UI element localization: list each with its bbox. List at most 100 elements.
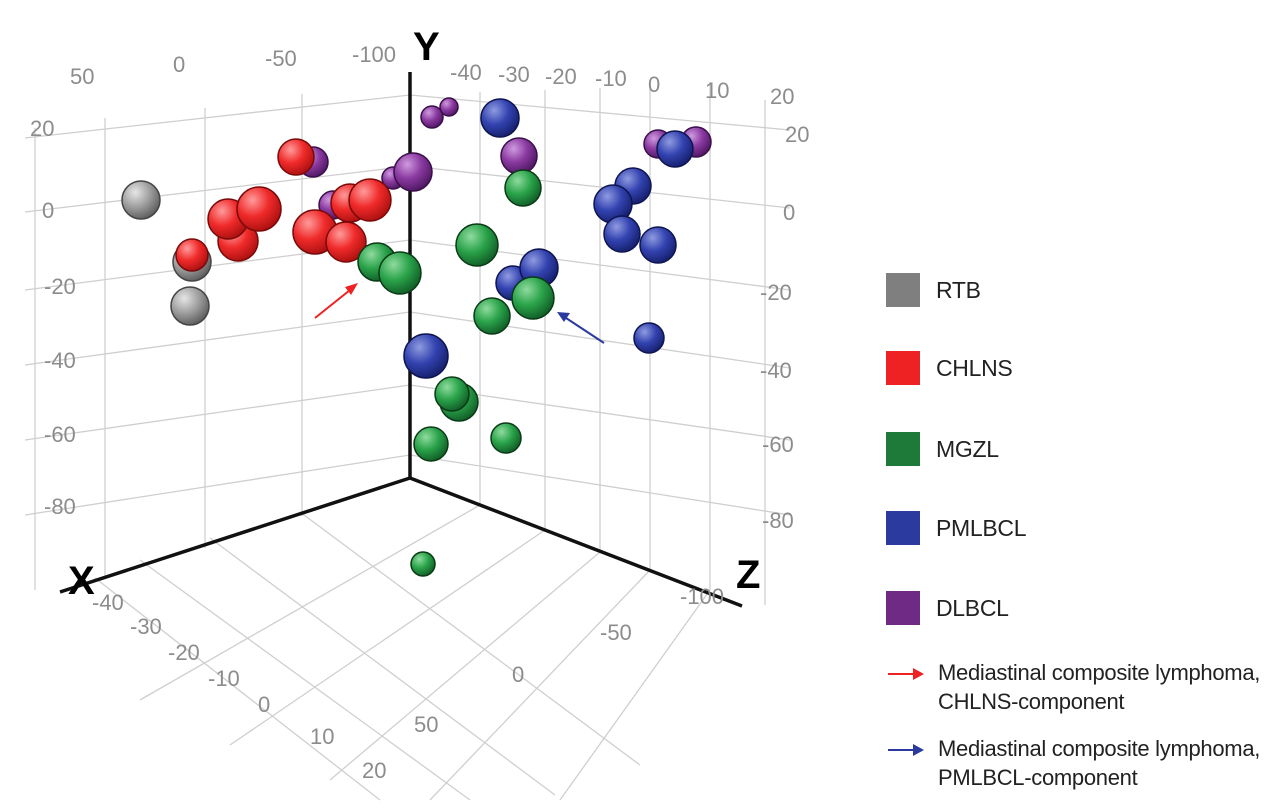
tick-label: -10 — [208, 666, 240, 691]
data-point-pmlbcl — [403, 333, 449, 379]
tick-labels-x-back: 50 0 -50 -100 — [70, 42, 396, 89]
data-point-mgzl — [490, 422, 522, 454]
data-point-chlns — [277, 138, 315, 176]
data-point-pmlbcl — [639, 226, 677, 264]
scatter-3d-plot: Y X Z 50 0 -50 -100 -40 -30 -20 -10 0 10… — [24, 25, 809, 801]
tick-labels-y-left: 20 0 -20 -40 -60 -80 — [30, 116, 76, 519]
tick-label: -40 — [92, 590, 124, 615]
tick-label: -20 — [760, 280, 792, 305]
tick-label: 0 — [258, 692, 270, 717]
data-point-mgzl — [511, 276, 555, 320]
tick-label: 0 — [173, 52, 185, 77]
data-points — [121, 97, 712, 577]
legend-item-mgzl: MGZL — [886, 432, 999, 466]
legend-label: DLBCL — [936, 594, 1009, 621]
tick-labels-z-front: 50 0 -50 -100 — [414, 584, 724, 737]
tick-label: -80 — [44, 494, 76, 519]
data-point-dlbcl — [439, 97, 459, 117]
data-point-pmlbcl — [633, 322, 665, 354]
legend-label: RTB — [936, 276, 981, 303]
tick-label: 20 — [770, 84, 794, 109]
tick-label: 20 — [30, 116, 54, 141]
tick-label: 0 — [42, 198, 54, 223]
tick-label: -20 — [44, 274, 76, 299]
legend-swatch — [886, 351, 920, 385]
legend-item-pmlbcl: PMLBCL — [886, 511, 1027, 545]
legend-label: PMLBCL — [936, 514, 1027, 541]
data-point-chlns — [236, 186, 282, 232]
tick-label: -10 — [595, 66, 627, 91]
tick-label: -40 — [450, 60, 482, 85]
tick-label: 0 — [783, 200, 795, 225]
x-axis-line — [59, 476, 411, 594]
annotation-text-line2: PMLBCL-component — [938, 765, 1138, 790]
data-point-mgzl — [434, 376, 470, 412]
data-point-mgzl — [410, 551, 436, 577]
legend-swatch — [886, 511, 920, 545]
tick-labels-x-front: -40 -30 -20 -10 0 10 20 — [92, 590, 386, 783]
red-arrow-icon — [314, 289, 351, 319]
tick-label: -50 — [600, 620, 632, 645]
tick-label: 20 — [362, 758, 386, 783]
tick-label: -30 — [498, 62, 530, 87]
red-arrowhead-icon — [345, 283, 358, 295]
tick-label: 50 — [70, 64, 94, 89]
legend-label: MGZL — [936, 435, 999, 462]
legend-annotation-chlns: Mediastinal composite lymphoma, CHLNS-co… — [886, 658, 1260, 716]
z-axis-line — [409, 476, 743, 608]
data-point-dlbcl — [393, 152, 433, 192]
annotation-text-line1: Mediastinal composite lymphoma, — [938, 660, 1261, 685]
blue-arrow-icon — [888, 744, 924, 756]
tick-label: 0 — [512, 662, 524, 687]
tick-label: -60 — [44, 422, 76, 447]
data-point-mgzl — [413, 426, 449, 462]
tick-label: 0 — [648, 72, 660, 97]
data-point-pmlbcl — [656, 130, 694, 168]
data-point-rtb — [170, 286, 210, 326]
tick-label: -20 — [168, 640, 200, 665]
data-point-chlns — [175, 238, 209, 272]
data-point-chlns — [348, 178, 392, 222]
tick-label: -100 — [352, 42, 396, 67]
blue-arrowhead-icon — [557, 312, 570, 322]
data-point-mgzl — [378, 251, 422, 295]
tick-label: 50 — [414, 712, 438, 737]
red-arrow-icon — [888, 668, 924, 680]
legend-item-rtb: RTB — [886, 273, 981, 307]
tick-label: -20 — [545, 64, 577, 89]
data-point-pmlbcl — [480, 98, 520, 138]
data-point-mgzl — [455, 223, 499, 267]
tick-labels-z-top: -40 -30 -20 -10 0 10 20 — [450, 60, 794, 109]
data-point-mgzl — [473, 297, 511, 335]
tick-label: 20 — [785, 122, 809, 147]
legend-swatch — [886, 432, 920, 466]
x-axis-name: X — [68, 559, 95, 603]
annotation-text-line2: CHLNS-component — [938, 689, 1125, 714]
tick-labels-y-right: 20 0 -20 -40 -60 -80 — [760, 122, 809, 533]
data-point-pmlbcl — [603, 215, 641, 253]
tick-label: -30 — [130, 614, 162, 639]
legend-label: CHLNS — [936, 354, 1013, 381]
tick-label: -40 — [44, 348, 76, 373]
tick-label: -50 — [265, 46, 297, 71]
tick-label: -60 — [762, 432, 794, 457]
annotation-text-line1: Mediastinal composite lymphoma, — [938, 736, 1261, 761]
legend-annotation-pmlbcl: Mediastinal composite lymphoma, PMLBCL-c… — [886, 734, 1260, 792]
legend-item-chlns: CHLNS — [886, 351, 1013, 385]
tick-label: 10 — [310, 724, 334, 749]
tick-label: -80 — [762, 508, 794, 533]
tick-label: 10 — [705, 78, 729, 103]
plot-arrows — [314, 283, 605, 344]
blue-arrow-icon — [565, 317, 605, 344]
data-point-dlbcl — [420, 105, 444, 129]
tick-label: -100 — [680, 584, 724, 609]
legend-swatch — [886, 591, 920, 625]
z-axis-name: Z — [736, 553, 760, 597]
tick-label: -40 — [760, 358, 792, 383]
y-axis-name: Y — [413, 25, 440, 69]
legend-item-dlbcl: DLBCL — [886, 591, 1009, 625]
legend-swatch — [886, 273, 920, 307]
data-point-rtb — [121, 180, 161, 220]
data-point-dlbcl — [500, 137, 538, 175]
data-point-mgzl — [504, 169, 542, 207]
